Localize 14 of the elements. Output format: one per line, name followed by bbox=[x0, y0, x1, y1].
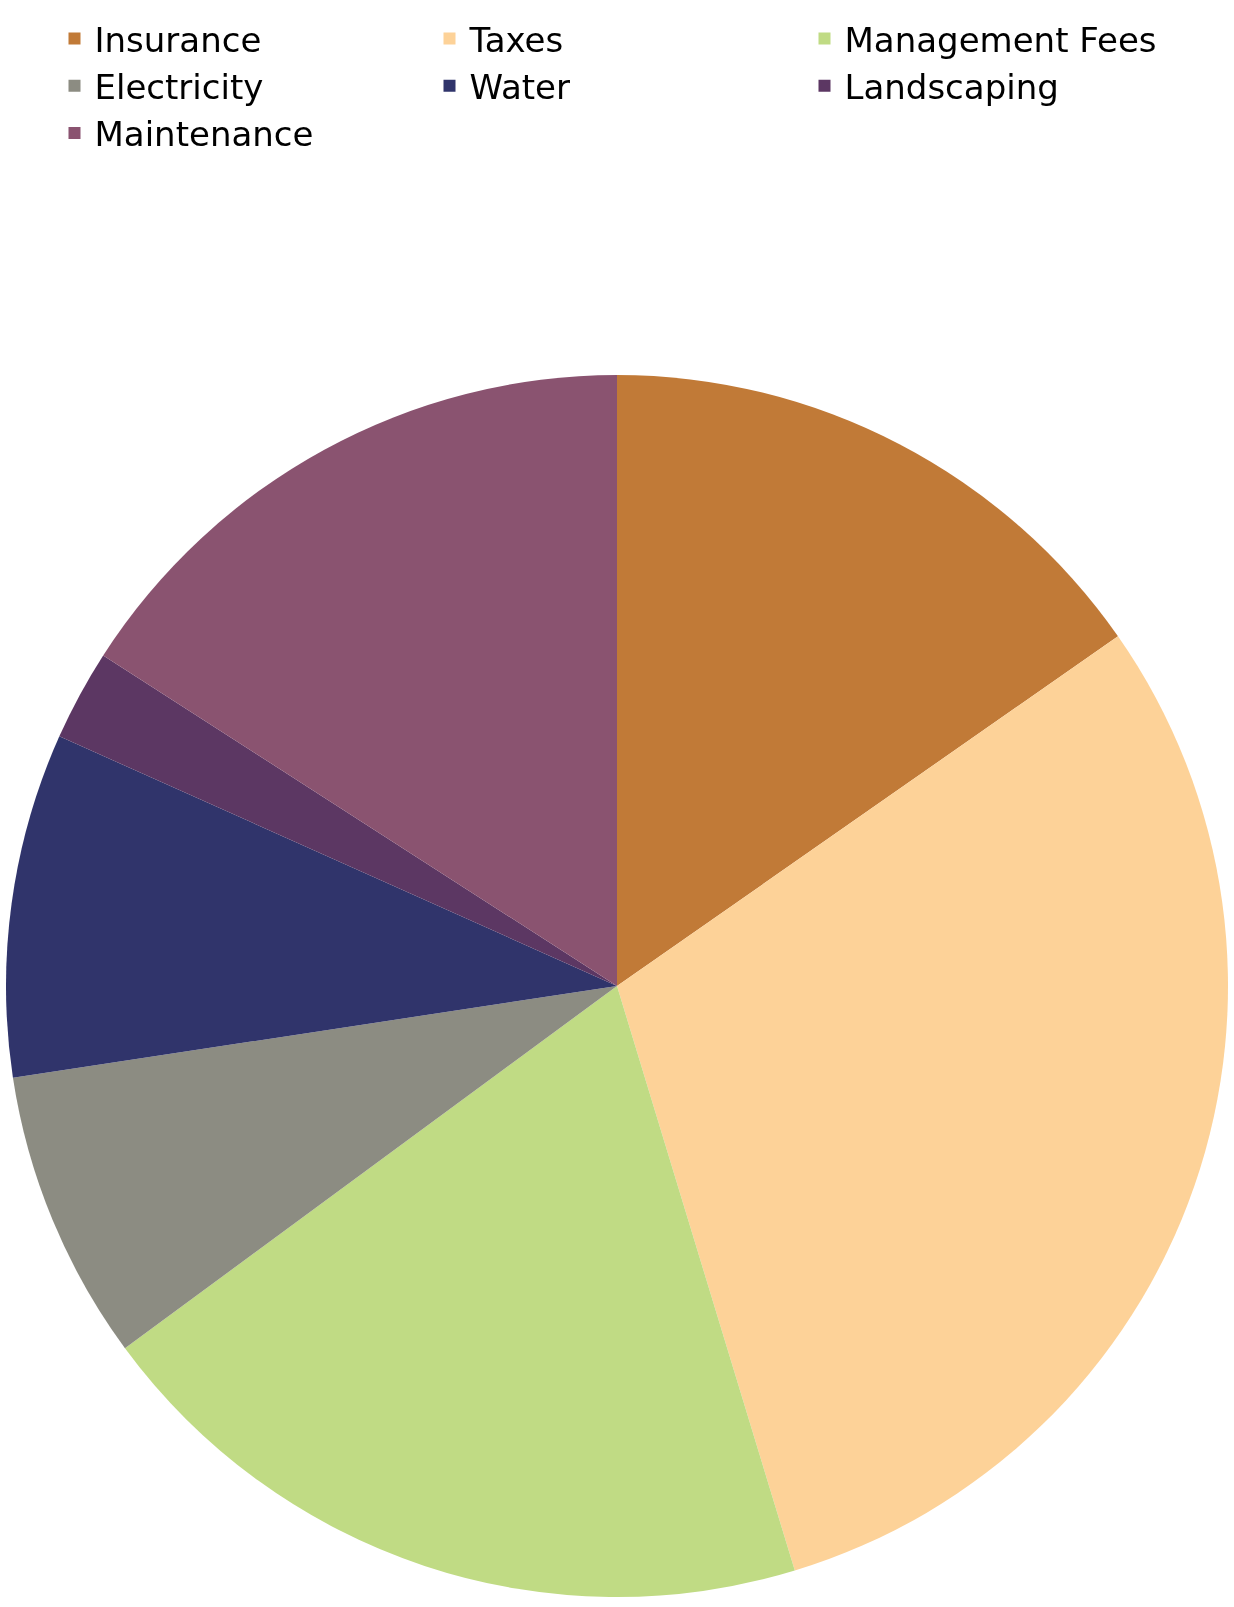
pie-slice bbox=[617, 375, 1118, 987]
pie-slice bbox=[617, 636, 1228, 1571]
legend-label: Landscaping bbox=[844, 67, 1059, 108]
legend-label: Insurance bbox=[94, 19, 262, 60]
legend-label: Management Fees bbox=[844, 19, 1157, 60]
pie-slice bbox=[124, 986, 795, 1597]
legend-label: Taxes bbox=[468, 19, 564, 60]
pie-slice bbox=[103, 375, 617, 987]
pie-slice bbox=[59, 655, 617, 987]
pie-slice bbox=[12, 986, 617, 1349]
pie-slice bbox=[6, 736, 617, 1078]
legend-label: Electricity bbox=[94, 67, 264, 108]
legend-label: Maintenance bbox=[94, 114, 314, 155]
legend-label: Water bbox=[469, 67, 571, 108]
